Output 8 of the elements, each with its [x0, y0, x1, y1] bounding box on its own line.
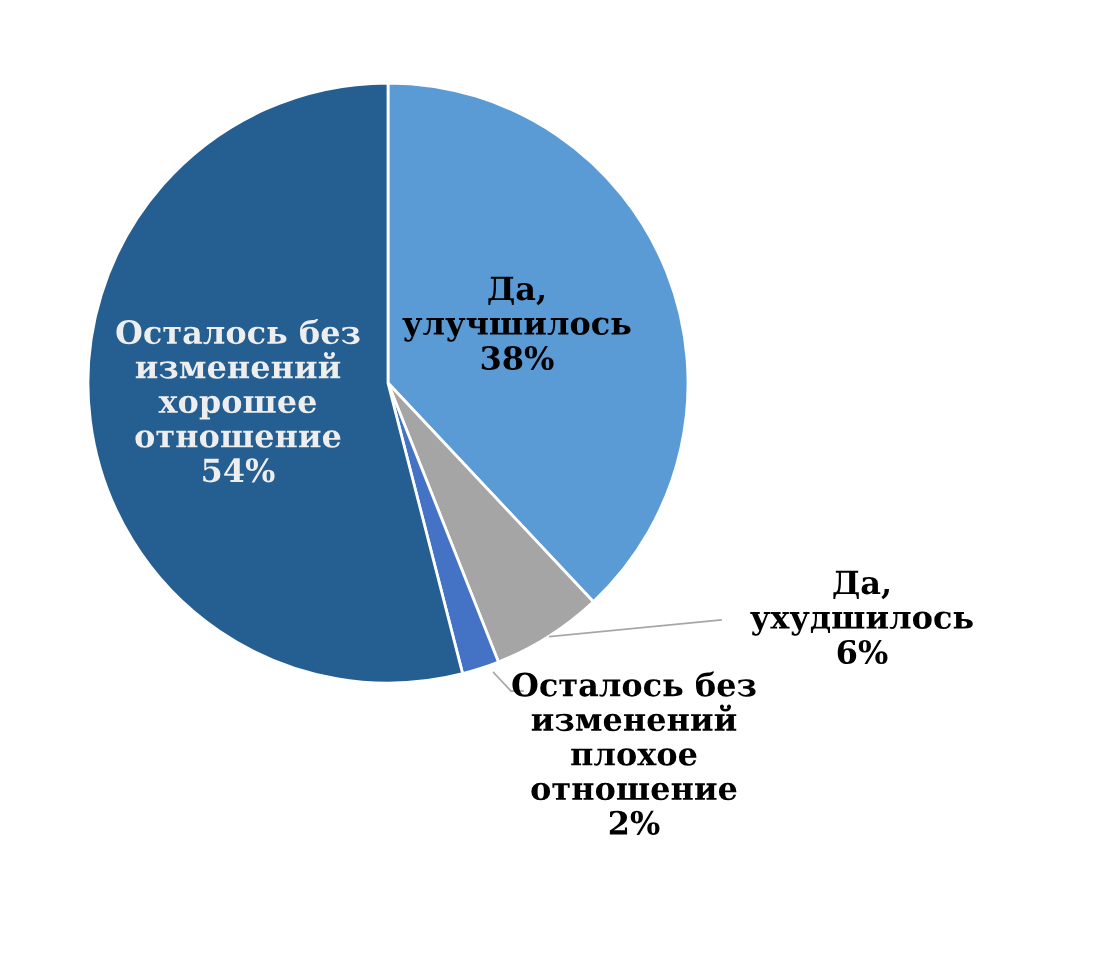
data-label: 54% — [203, 458, 275, 483]
slice-label: Осталось без изменений плохое отношение — [512, 671, 756, 801]
slice-label: Осталось без изменений хорошее отношение — [116, 318, 360, 448]
data-label: 2% — [609, 810, 660, 835]
data-label: 6% — [837, 639, 888, 665]
slice-label: Да, ухудшилось — [750, 570, 973, 636]
data-label: 38% — [481, 345, 554, 371]
slice-label: Да, улучшилось — [402, 276, 631, 342]
